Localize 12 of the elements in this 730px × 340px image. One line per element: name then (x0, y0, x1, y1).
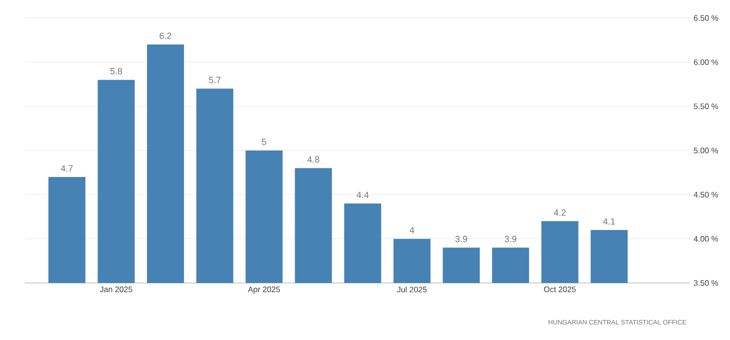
data-label: 4.2 (554, 209, 566, 216)
data-label: 4.7 (60, 165, 73, 172)
data-label: 5.8 (110, 68, 122, 74)
data-label: 6.2 (160, 32, 172, 39)
data-label: 4 (410, 227, 414, 234)
data-label: 4.1 (603, 218, 615, 224)
data-label: 5.7 (208, 76, 221, 84)
data-label: 5 (262, 138, 266, 145)
data-label: 4.8 (307, 156, 320, 163)
data-label: 4.4 (356, 192, 369, 198)
data-label: 3.9 (504, 236, 516, 242)
data-label: 3.9 (455, 236, 468, 242)
